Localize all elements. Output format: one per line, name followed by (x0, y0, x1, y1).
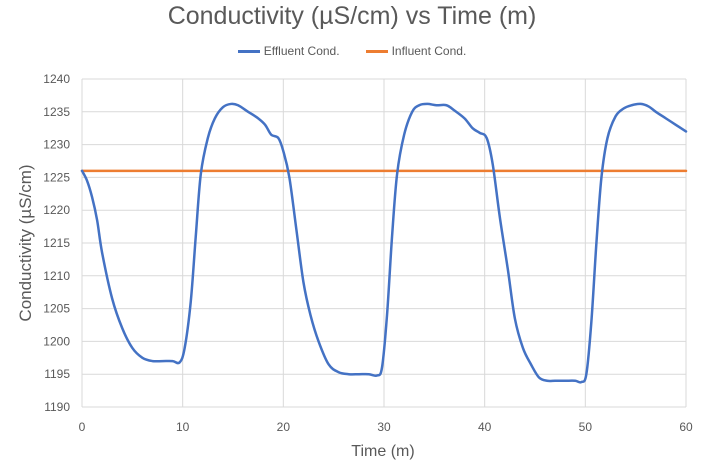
x-tick-label: 20 (277, 420, 291, 434)
legend-swatch-influent (365, 49, 388, 53)
y-tick-label: 1195 (44, 367, 70, 381)
legend-item-influent: Influent Cond. (365, 44, 467, 58)
x-tick-label: 0 (79, 420, 86, 434)
y-tick-label: 1190 (44, 400, 70, 414)
y-tick-label: 1200 (43, 334, 70, 348)
x-tick-label: 50 (579, 420, 593, 434)
series-line-effluent (80, 102, 688, 384)
x-tick-label: 30 (377, 420, 391, 434)
y-tick-label: 1235 (43, 105, 70, 119)
legend-item-effluent: Effluent Cond. (237, 44, 340, 58)
y-tick-label: 1220 (43, 203, 70, 217)
legend-swatch-effluent (237, 49, 260, 53)
y-tick-label: 1205 (43, 302, 70, 316)
chart-title: Conductivity (µS/cm) vs Time (m) (167, 2, 537, 30)
legend-label-effluent: Effluent Cond. (263, 44, 340, 58)
x-axis-title: Time (m) (351, 443, 414, 460)
tick-labels: 1190 1195 1200 1205 1210 1215 1220 1225 1230 1235… (43, 72, 693, 434)
y-tick-label: 1230 (43, 138, 70, 152)
x-tick-label: 10 (176, 420, 190, 434)
y-axis-title: Conductivity (µS/cm) (16, 164, 35, 321)
legend: Effluent Cond. Influent Cond. (0, 44, 704, 58)
y-tick-label: 1215 (43, 236, 70, 250)
legend-label-influent: Influent Cond. (391, 44, 467, 58)
y-tick-label: 1210 (43, 269, 70, 283)
x-tick-label: 60 (679, 420, 693, 434)
x-tick-label: 40 (478, 420, 492, 434)
series-layer (80, 102, 688, 384)
y-tick-label: 1240 (43, 72, 70, 86)
y-tick-label: 1225 (43, 170, 70, 184)
